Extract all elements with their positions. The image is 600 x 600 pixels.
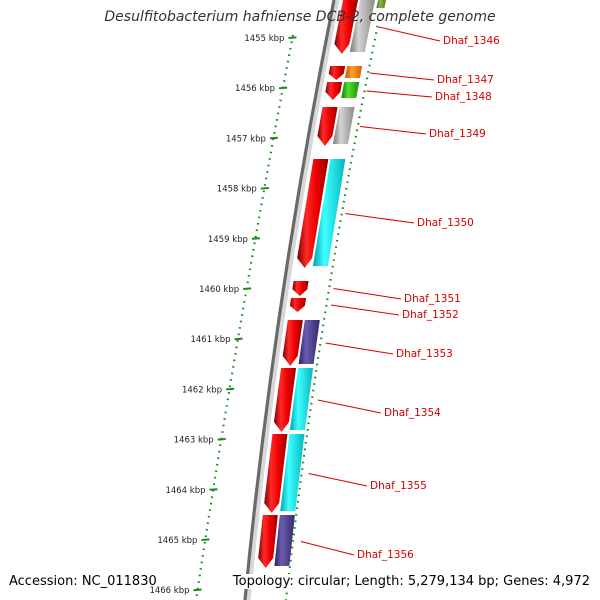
gene-label-dhaf-1355[interactable]: Dhaf_1355 bbox=[370, 480, 427, 492]
ruler-label: 1466 kbp bbox=[149, 586, 189, 596]
ruler-label: 1456 kbp bbox=[235, 84, 275, 94]
gene-arrow-dhaf-1348 bbox=[325, 82, 343, 100]
gene-arrows bbox=[258, 0, 386, 568]
gene-feature-dhaf-1354 bbox=[289, 368, 314, 430]
gene-leader-line bbox=[333, 288, 402, 300]
gene-arrow-dhaf-1346 bbox=[334, 0, 358, 54]
ruler-ticks bbox=[193, 36, 297, 592]
gene-labels: Dhaf_1346 Dhaf_1347 Dhaf_1348 Dhaf_1349 Dhaf… bbox=[357, 35, 500, 561]
gene-feature-dhaf-1347 bbox=[344, 66, 363, 78]
gene-feature-dhaf-1356 bbox=[274, 515, 295, 566]
topology-text: Topology: circular; Length: 5,279,134 bp… bbox=[230, 574, 590, 589]
gene-leader-line bbox=[360, 126, 427, 135]
ruler-tick bbox=[201, 538, 210, 541]
ruler-tick bbox=[279, 86, 288, 90]
gene-leader-line bbox=[369, 72, 435, 81]
ruler-tick bbox=[251, 237, 261, 240]
ruler-tick bbox=[260, 187, 269, 190]
ruler-label: 1460 kbp bbox=[199, 285, 239, 295]
ruler-tick bbox=[225, 387, 235, 391]
gene-arrow-dhaf-1354 bbox=[273, 368, 297, 432]
genome-backbone bbox=[243, 0, 336, 600]
ruler-label: 1465 kbp bbox=[157, 536, 197, 546]
ruler-labels: 1455 kbp 1456 kbp 1457 kbp 1458 kbp 1459 kbp… bbox=[149, 34, 284, 596]
gene-leader-line bbox=[325, 342, 394, 355]
ruler-label: 1463 kbp bbox=[174, 436, 214, 446]
ruler-label: 1457 kbp bbox=[226, 134, 266, 144]
ruler-tick bbox=[217, 438, 226, 441]
ruler-label: 1458 kbp bbox=[217, 185, 257, 195]
ruler-tick bbox=[288, 36, 297, 39]
gene-arrow-dhaf-1349 bbox=[317, 107, 338, 146]
ruler-tick bbox=[193, 588, 202, 592]
accession-text: Accession: NC_011830 bbox=[9, 574, 157, 589]
ruler-label: 1461 kbp bbox=[190, 335, 230, 345]
gene-feature-dhaf-1348 bbox=[341, 82, 360, 98]
gene-label-dhaf-1354[interactable]: Dhaf_1354 bbox=[384, 407, 441, 419]
gene-feature-dhaf-1349 bbox=[332, 107, 355, 144]
gene-label-dhaf-1353[interactable]: Dhaf_1353 bbox=[396, 348, 453, 360]
gene-arrow-dhaf-1350 bbox=[297, 159, 329, 268]
gene-leader-line bbox=[317, 399, 382, 414]
gene-label-dhaf-1347[interactable]: Dhaf_1347 bbox=[437, 74, 494, 86]
genome-backbone-shadow bbox=[243, 0, 340, 600]
gene-feature-offscreen bbox=[376, 0, 386, 8]
gene-arrow-dhaf-1355 bbox=[264, 434, 288, 513]
ruler-label: 1462 kbp bbox=[182, 385, 222, 395]
gene-label-dhaf-1349[interactable]: Dhaf_1349 bbox=[429, 128, 486, 140]
gene-feature-dhaf-1350 bbox=[312, 159, 346, 266]
gene-feature-dhaf-1355 bbox=[280, 434, 305, 511]
gene-feature-dhaf-1353 bbox=[298, 320, 320, 364]
ruler-tick bbox=[269, 136, 278, 140]
ruler-label: 1464 kbp bbox=[165, 486, 205, 496]
gene-label-dhaf-1348[interactable]: Dhaf_1348 bbox=[435, 91, 492, 103]
gene-arrow-dhaf-1351 bbox=[292, 281, 309, 296]
ruler-label: 1459 kbp bbox=[208, 235, 248, 245]
genome-title: Desulfitobacterium hafniense DCB-2, comp… bbox=[104, 9, 496, 25]
gene-leader-line bbox=[330, 304, 400, 316]
ruler-tick bbox=[209, 488, 218, 491]
ruler-tick bbox=[234, 337, 243, 341]
gene-label-dhaf-1346[interactable]: Dhaf_1346 bbox=[443, 35, 500, 47]
gene-feature-dhaf-1346 bbox=[349, 0, 375, 52]
ruler-tick bbox=[243, 287, 252, 290]
gene-arrow-dhaf-1356 bbox=[258, 515, 278, 568]
gene-leader-lines bbox=[300, 26, 441, 556]
gene-label-dhaf-1352[interactable]: Dhaf_1352 bbox=[402, 309, 459, 321]
gene-leader-line bbox=[366, 90, 433, 98]
gene-leader-line bbox=[308, 473, 368, 487]
gene-leader-line bbox=[300, 541, 355, 556]
outer-track-guide bbox=[284, 0, 385, 600]
gene-label-dhaf-1356[interactable]: Dhaf_1356 bbox=[357, 549, 414, 561]
gene-arrow-dhaf-1352 bbox=[289, 298, 307, 312]
gene-leader-line bbox=[378, 26, 441, 42]
gene-arrow-dhaf-1353 bbox=[282, 320, 303, 366]
gene-label-dhaf-1351[interactable]: Dhaf_1351 bbox=[404, 293, 461, 305]
gene-arrow-dhaf-1347 bbox=[328, 66, 346, 80]
gene-label-dhaf-1350[interactable]: Dhaf_1350 bbox=[417, 217, 474, 229]
ruler-label: 1455 kbp bbox=[244, 34, 284, 44]
gene-leader-line bbox=[345, 213, 415, 224]
